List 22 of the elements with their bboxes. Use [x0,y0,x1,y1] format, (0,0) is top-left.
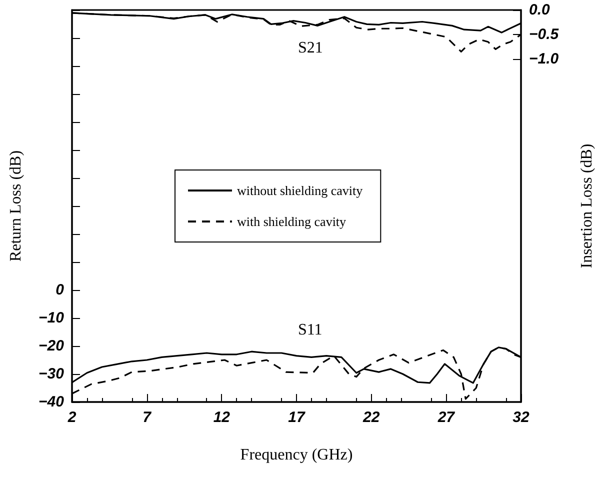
y-tick-label: −30 [38,366,65,382]
annotation: S21 [298,40,323,56]
y-tick-label: −10 [38,310,65,326]
x-tick-label: 12 [213,409,231,426]
x-tick-label: 7 [142,409,152,426]
y-tick-label: 0 [56,282,65,298]
y2-tick-label: −1.0 [529,50,560,68]
x-axis-title: Frequency (GHz) [240,446,353,464]
y2-axis-title: Insertion Loss (dB) [578,144,596,268]
x-tick-label: 32 [512,409,530,426]
legend-label: with shielding cavity [237,214,347,229]
y-axis-title: Return Loss (dB) [8,150,24,262]
y-tick-label: −40 [38,394,65,410]
y2-tick-label: 0.0 [529,2,551,18]
legend-label: without shielding cavity [237,183,364,198]
y2-tick-label: −0.5 [529,26,560,43]
annotation: S11 [298,322,322,338]
x-tick-label: 17 [288,409,306,426]
x-tick-label: 22 [362,409,380,426]
x-tick-label: 27 [436,409,456,426]
x-tick-label: 2 [66,409,77,426]
y-tick-label: −20 [38,338,65,354]
